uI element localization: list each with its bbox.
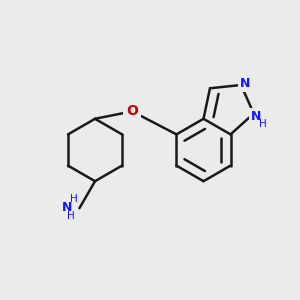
Text: H: H bbox=[259, 119, 266, 129]
Text: H: H bbox=[67, 211, 75, 221]
Text: N: N bbox=[61, 201, 72, 214]
Text: H: H bbox=[70, 194, 78, 204]
Text: N: N bbox=[251, 110, 261, 123]
Text: N: N bbox=[240, 77, 250, 90]
Text: O: O bbox=[126, 104, 138, 118]
